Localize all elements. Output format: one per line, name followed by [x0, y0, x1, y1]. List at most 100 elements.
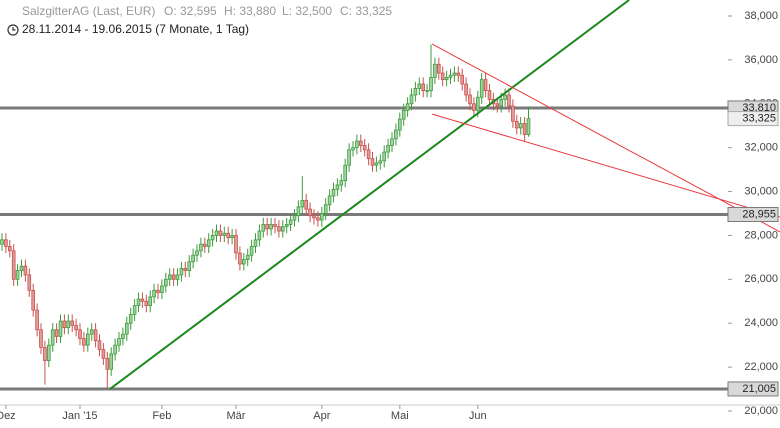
- candle-body: [515, 120, 519, 129]
- chart-subtitle: 28.11.2014 - 19.06.2015 (7 Monate, 1 Tag…: [22, 22, 249, 36]
- candle-body: [15, 270, 20, 280]
- candle-body: [273, 224, 277, 228]
- last-price-box: [727, 111, 779, 127]
- candle-body: [487, 90, 492, 100]
- chart-title: SalzgitterAG (Last, EUR): [22, 4, 155, 18]
- candle-body: [507, 94, 511, 107]
- candle-body: [125, 322, 129, 335]
- candle-body: [448, 74, 453, 78]
- candle-body: [390, 138, 394, 146]
- candle-body: [444, 77, 449, 81]
- ohlc-label: H: 33,880: [224, 4, 276, 18]
- trendline: [431, 43, 780, 233]
- candle-body: [425, 90, 429, 92]
- y-tick-label: 38,000: [744, 10, 778, 22]
- candle-body: [31, 289, 35, 311]
- candle-body: [417, 83, 422, 89]
- candle-body: [257, 230, 262, 241]
- candle-body: [27, 274, 32, 291]
- header: SalzgitterAG (Last, EUR) O: 32,595 H: 33…: [7, 4, 392, 36]
- candle-body: [82, 338, 86, 346]
- candle-body: [238, 252, 242, 265]
- candle-body: [452, 72, 457, 76]
- candle-body: [245, 254, 250, 260]
- candle-body: [249, 246, 254, 256]
- candle-body: [405, 103, 410, 111]
- x-tick-label: Jun: [469, 410, 487, 422]
- candle-body: [97, 340, 102, 350]
- candle-body: [78, 329, 82, 339]
- candle-body: [89, 329, 94, 335]
- candle-body: [366, 149, 371, 160]
- candle-body: [308, 208, 312, 217]
- candle-body: [413, 88, 418, 96]
- candle-body: [518, 123, 523, 129]
- candle-body: [214, 230, 219, 236]
- candle-body: [483, 79, 488, 92]
- candle-body: [66, 320, 71, 329]
- candle-body: [160, 285, 164, 293]
- candle-body: [230, 235, 234, 239]
- candle-body: [277, 226, 281, 232]
- candle-body: [218, 230, 223, 236]
- candles: [0, 44, 531, 389]
- candle-body: [234, 235, 238, 254]
- candle-body: [472, 103, 476, 111]
- candle-body: [113, 344, 117, 355]
- candle-body: [288, 219, 293, 225]
- trendline: [109, 0, 630, 390]
- candle-body: [86, 333, 90, 346]
- candle-body: [179, 267, 184, 276]
- candle-body: [191, 254, 195, 263]
- ohlc-label: C: 33,325: [340, 4, 392, 18]
- y-tick-label: 24,000: [744, 317, 778, 329]
- candle-body: [117, 338, 121, 346]
- candle-body: [226, 232, 231, 239]
- ohlc-label: O: 32,595: [164, 4, 217, 18]
- candle-body: [351, 147, 355, 151]
- candle-body: [292, 215, 297, 221]
- candle-body: [374, 162, 379, 166]
- candle-body: [50, 329, 55, 346]
- candle-body: [433, 63, 437, 78]
- candle-body: [479, 79, 484, 98]
- candle-body: [4, 239, 8, 247]
- clock-hand: [12, 27, 16, 31]
- candle-body: [171, 274, 176, 280]
- candle-body: [163, 278, 168, 287]
- candle-body: [429, 77, 433, 92]
- x-tick-label: Mär: [227, 410, 246, 422]
- candle-body: [284, 224, 289, 228]
- candle-body: [43, 346, 47, 361]
- candle-body: [347, 149, 351, 166]
- y-tick-label: 20,000: [744, 405, 778, 417]
- candle-body: [280, 226, 285, 232]
- candle-body: [54, 329, 59, 337]
- candle-body: [202, 243, 207, 247]
- level-label-box: [727, 381, 779, 397]
- candle-body: [7, 246, 12, 252]
- candle-body: [499, 98, 503, 107]
- candle-body: [175, 274, 180, 280]
- candle-body: [136, 298, 141, 307]
- candle-body: [436, 63, 441, 74]
- candle-body: [109, 353, 114, 370]
- candle-body: [269, 224, 273, 230]
- candle-body: [526, 118, 531, 136]
- candle-body: [11, 250, 16, 280]
- candle-body: [358, 140, 363, 146]
- candle-body: [183, 267, 188, 271]
- candle-body: [144, 300, 149, 307]
- x-tick-label: Dez: [0, 410, 16, 422]
- candle-body: [199, 243, 203, 252]
- candle-body: [475, 96, 480, 111]
- candle-body: [319, 213, 324, 221]
- x-tick-label: Mai: [391, 410, 409, 422]
- candle-body: [261, 224, 266, 232]
- candle-body: [316, 217, 320, 221]
- x-tick-label: Apr: [313, 410, 330, 422]
- candle-body: [140, 298, 145, 302]
- level-label: 28,955: [742, 208, 776, 220]
- candle-body: [121, 333, 125, 339]
